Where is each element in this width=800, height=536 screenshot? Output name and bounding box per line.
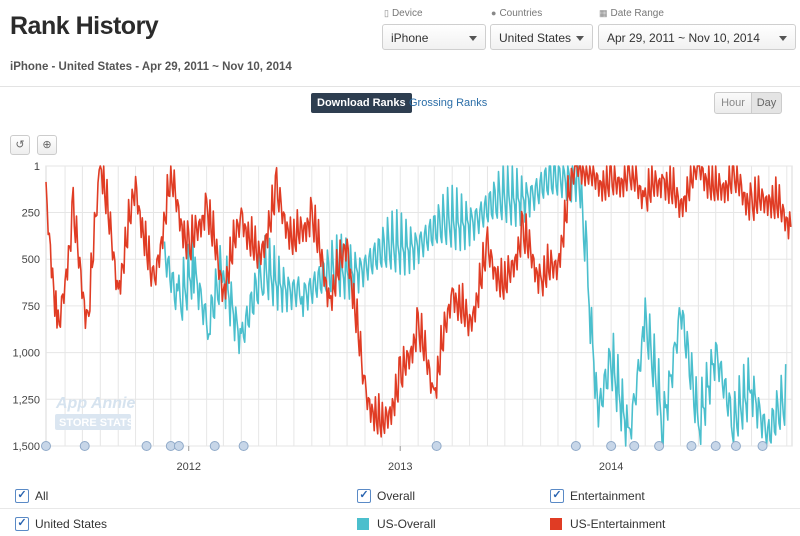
legend-us-overall[interactable]: US-Overall — [357, 517, 436, 531]
device-label-text: Device — [391, 8, 423, 19]
undo-icon: ↺ — [15, 139, 25, 151]
x-tick-label: 2014 — [599, 461, 623, 473]
y-tick-label: 250 — [22, 208, 40, 220]
legend-country-label: United States — [35, 517, 108, 531]
annotation-marker[interactable] — [629, 441, 640, 451]
checkbox-icon: ✓ — [15, 517, 29, 531]
watermark-text: STORE STATS — [59, 417, 134, 429]
x-tick-label: 2012 — [176, 461, 200, 473]
annotation-marker[interactable] — [686, 441, 697, 451]
checkbox-icon: ✓ — [550, 489, 564, 503]
us-entertainment-swatch — [550, 518, 562, 530]
series-line-us-overall[interactable] — [163, 165, 787, 447]
checkbox-icon: ✓ — [357, 489, 371, 503]
device-label: ▯ Device — [384, 8, 423, 19]
legend-divider — [0, 508, 800, 509]
legend-us-entertainment[interactable]: US-Entertainment — [550, 517, 665, 531]
chevron-down-icon — [779, 36, 787, 41]
page-title: Rank History — [10, 12, 159, 40]
header-divider — [0, 86, 800, 87]
watermark-text: App Annie — [55, 395, 136, 412]
y-tick-label: 500 — [22, 254, 40, 266]
annotation-marker[interactable] — [730, 441, 741, 451]
countries-select[interactable]: United States — [490, 24, 593, 50]
tab-grossing-ranks[interactable]: Grossing Ranks — [409, 97, 488, 109]
y-tick-label: 1 — [34, 161, 40, 173]
annotation-marker[interactable] — [173, 441, 184, 451]
x-tick-label: 2013 — [388, 461, 412, 473]
watermark-badge — [55, 414, 131, 430]
legend-entertainment-label: Entertainment — [570, 489, 645, 503]
date-range-label: ▦ Date Range — [599, 8, 664, 19]
device-value: iPhone — [391, 31, 429, 45]
annotation-marker[interactable] — [41, 441, 51, 451]
device-icon: ▯ — [384, 8, 389, 18]
zoom-icon: ⊕ — [42, 139, 52, 151]
y-tick-label: 1,250 — [12, 394, 40, 406]
annotation-marker[interactable] — [654, 441, 665, 451]
y-tick-label: 1,000 — [12, 348, 40, 360]
countries-label-text: Countries — [499, 8, 543, 19]
globe-icon: ● — [491, 8, 497, 18]
chevron-down-icon — [469, 36, 477, 41]
chevron-down-icon — [576, 36, 584, 41]
countries-value: United States — [499, 31, 572, 45]
annotation-marker[interactable] — [79, 441, 90, 451]
device-select[interactable]: iPhone — [382, 24, 486, 50]
annotation-marker[interactable] — [570, 441, 581, 451]
day-button[interactable]: Day — [751, 92, 782, 114]
legend-entertainment[interactable]: ✓ Entertainment — [550, 489, 645, 503]
date-range-value: Apr 29, 2011 ~ Nov 10, 2014 — [607, 31, 760, 45]
legend-all-label: All — [35, 489, 49, 503]
date-range-label-text: Date Range — [610, 8, 664, 19]
checkbox-icon: ✓ — [15, 489, 29, 503]
legend-us-entertainment-label: US-Entertainment — [570, 517, 666, 531]
legend-us-overall-label: US-Overall — [377, 517, 436, 531]
y-tick-label: 750 — [22, 301, 40, 313]
page-subtitle: iPhone - United States - Apr 29, 2011 ~ … — [10, 61, 292, 73]
annotation-marker[interactable] — [238, 441, 249, 451]
countries-label: ● Countries — [491, 8, 542, 19]
us-overall-swatch — [357, 518, 369, 530]
legend-all[interactable]: ✓ All — [15, 489, 48, 503]
date-range-select[interactable]: Apr 29, 2011 ~ Nov 10, 2014 — [598, 24, 796, 50]
annotation-marker[interactable] — [209, 441, 220, 451]
calendar-icon: ▦ — [599, 8, 608, 18]
annotation-marker[interactable] — [757, 441, 768, 451]
legend-overall[interactable]: ✓ Overall — [357, 489, 415, 503]
y-tick-label: 1,500 — [12, 441, 40, 453]
rank-history-chart[interactable]: 1 250 500 750 1,000 1,250 1,500 2012 2013 2014 App… — [0, 160, 800, 480]
annotation-marker[interactable] — [141, 441, 152, 451]
reset-zoom-button[interactable]: ↺ — [10, 135, 30, 155]
legend-overall-label: Overall — [377, 489, 416, 503]
annotation-marker[interactable] — [431, 441, 442, 451]
zoom-button[interactable]: ⊕ — [37, 135, 57, 155]
hour-button[interactable]: Hour — [714, 92, 752, 114]
annotation-marker[interactable] — [710, 441, 721, 451]
legend-country[interactable]: ✓ United States — [15, 517, 107, 531]
series-line-us-entertainment[interactable] — [45, 165, 792, 438]
tab-download-ranks[interactable]: Download Ranks — [311, 93, 412, 113]
annotation-marker[interactable] — [606, 441, 617, 451]
